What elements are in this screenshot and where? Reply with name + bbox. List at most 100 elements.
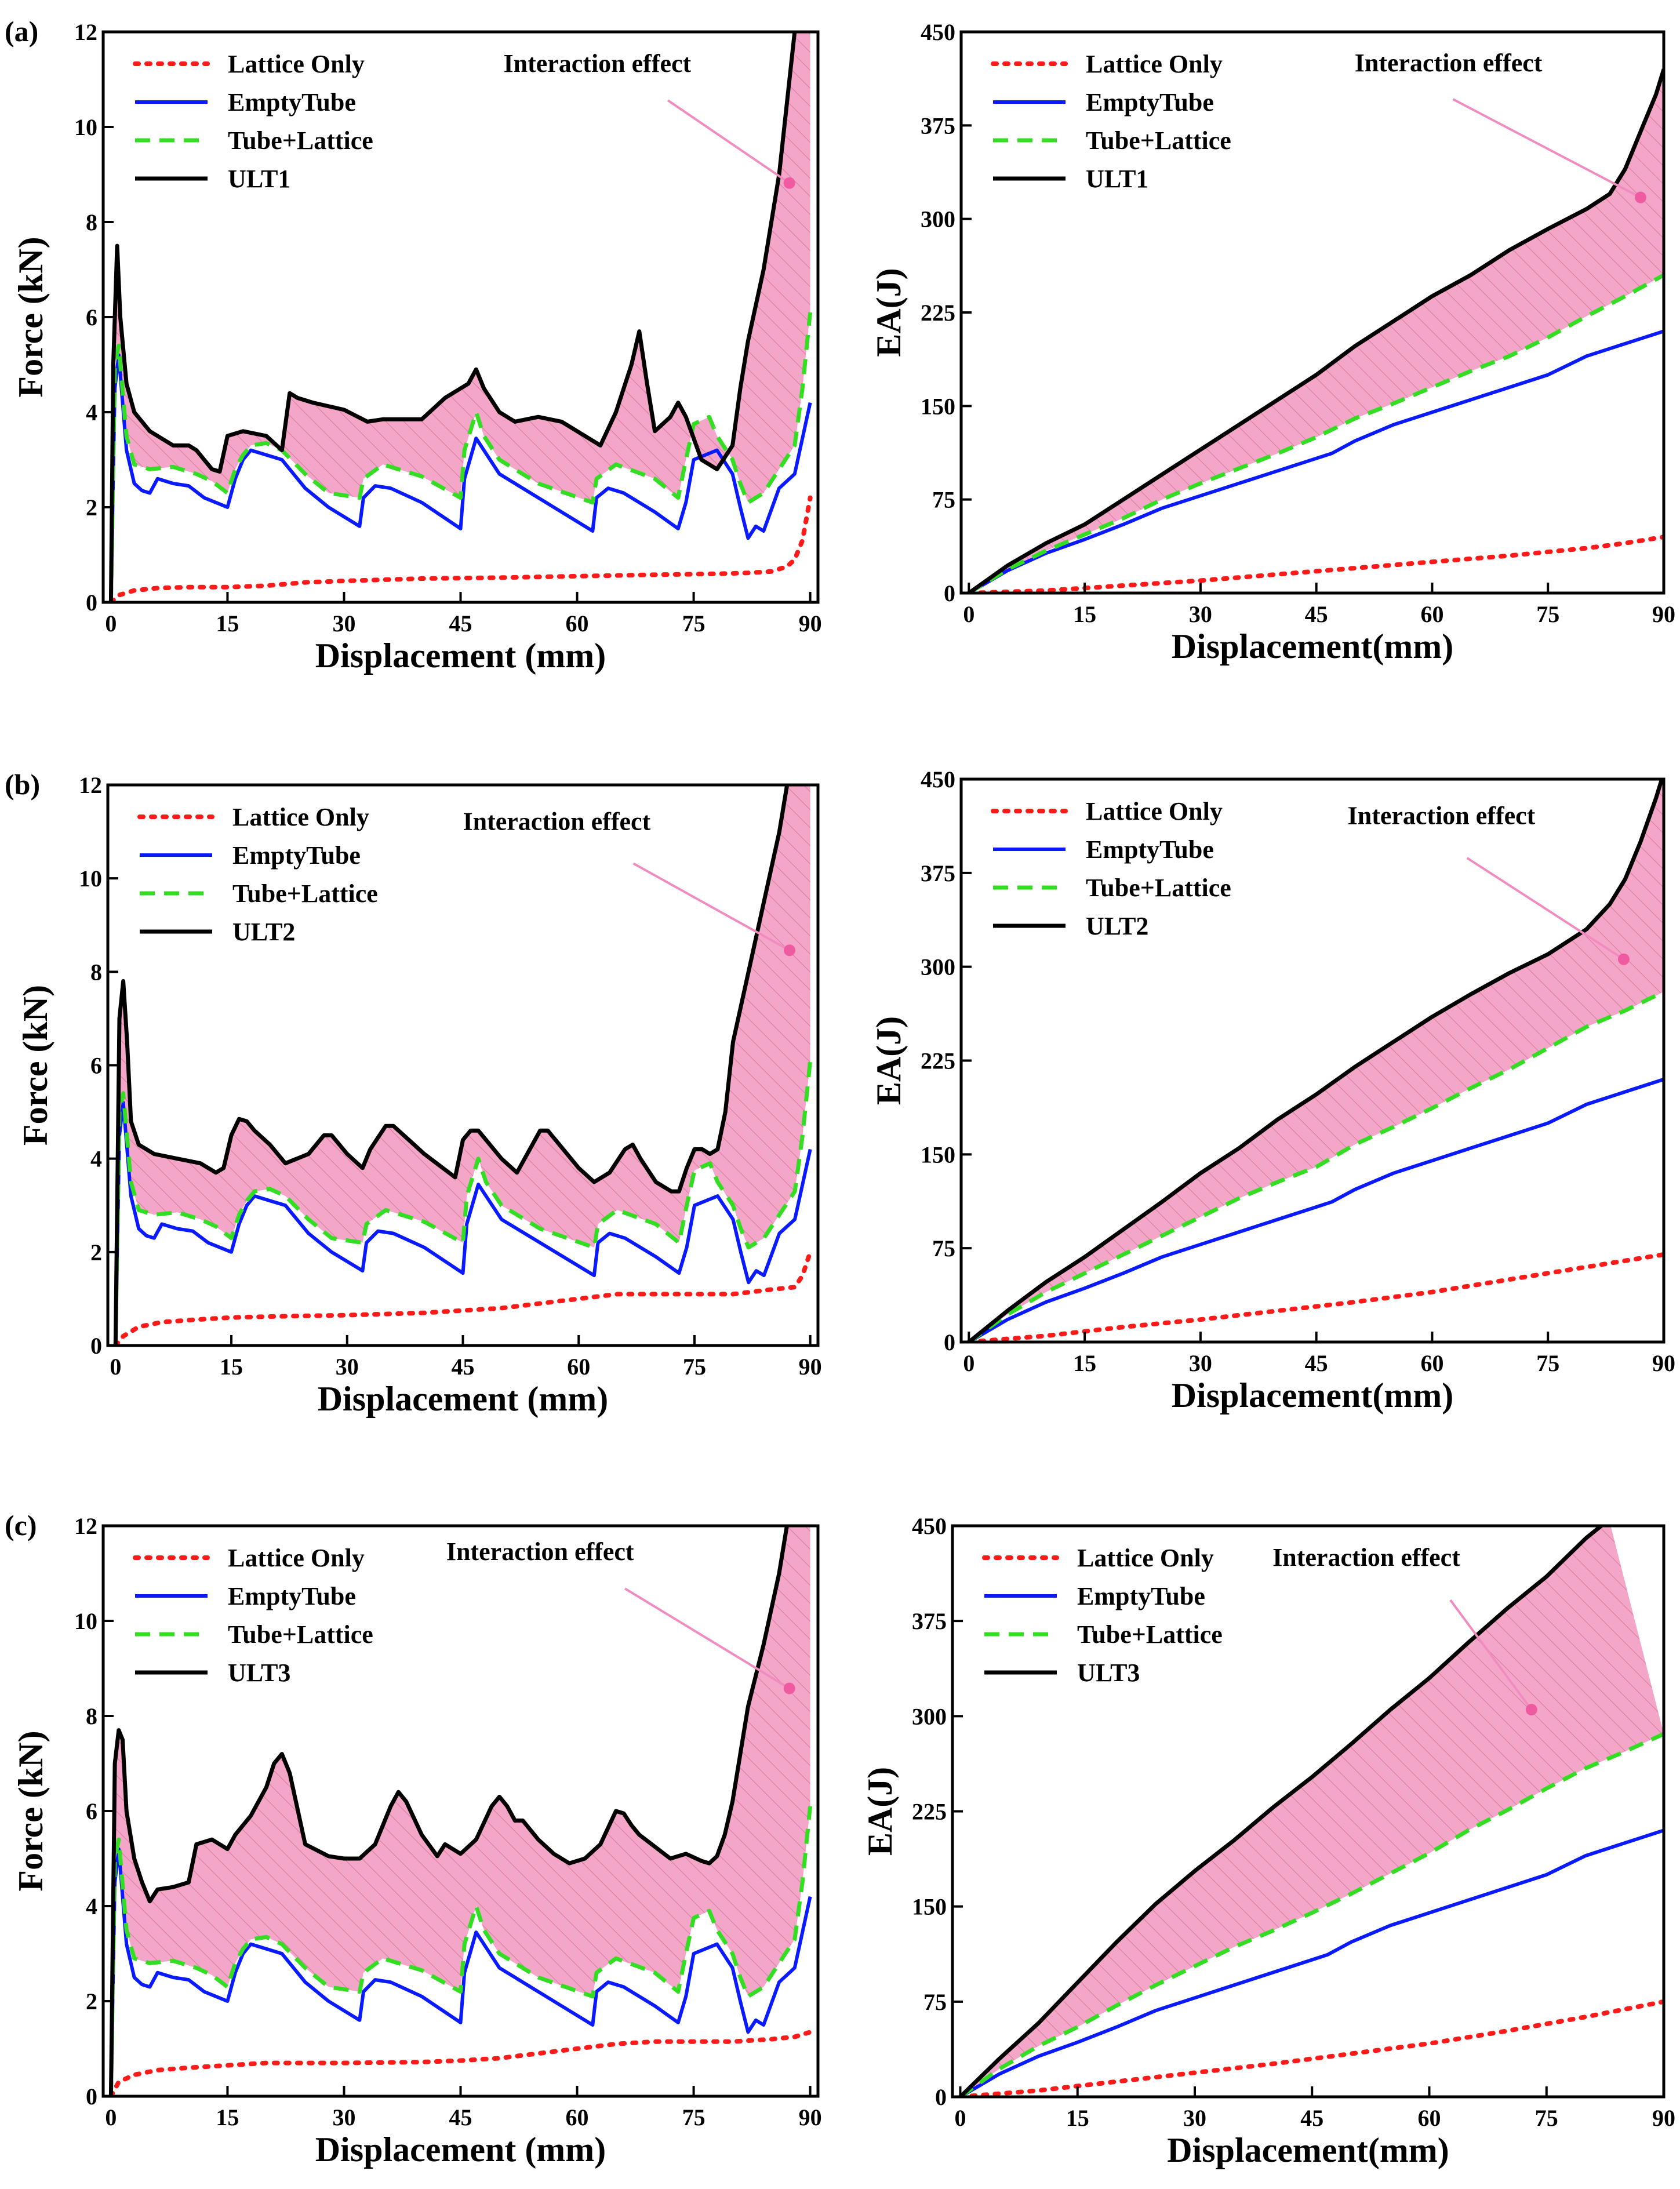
y-tick-label: 10 xyxy=(74,1608,97,1634)
y-axis-title: Force (kN) xyxy=(12,237,50,397)
legend: Lattice Only EmptyTube Tube+Lattice ULT2 xyxy=(991,797,1231,940)
y-tick-label: 10 xyxy=(74,114,97,140)
y-tick-label: 375 xyxy=(921,112,955,139)
legend-label-tube: EmptyTube xyxy=(1086,88,1214,117)
annotation-text: Interaction effect xyxy=(463,807,651,835)
y-tick-label: 12 xyxy=(79,772,102,798)
legend-label-tube: EmptyTube xyxy=(1077,1582,1205,1610)
y-tick-label: 75 xyxy=(932,487,955,513)
x-tick-label: 45 xyxy=(1300,2105,1323,2131)
annotation-text: Interaction effect xyxy=(1348,802,1536,830)
y-tick-label: 6 xyxy=(86,304,97,330)
interaction-effect-area xyxy=(111,32,810,602)
x-tick-label: 45 xyxy=(449,2104,472,2130)
x-tick-label: 60 xyxy=(566,2104,589,2130)
annotation-pointer xyxy=(1466,857,1625,961)
x-tick-label: 0 xyxy=(963,601,974,627)
y-tick-label: 375 xyxy=(921,860,955,886)
legend-label-ult: ULT3 xyxy=(228,1659,290,1687)
series-tube-line xyxy=(109,353,812,602)
legend-label-tube: EmptyTube xyxy=(232,841,361,870)
y-tick-label: 12 xyxy=(74,1513,97,1539)
y-tick-label: 0 xyxy=(944,580,955,606)
y-tick-label: 375 xyxy=(912,1608,947,1634)
series-ult-line xyxy=(968,68,1664,593)
x-tick-label: 75 xyxy=(1535,2105,1558,2131)
annotation-dot xyxy=(783,1682,795,1695)
y-tick-label: 8 xyxy=(90,959,102,985)
y-tick-label: 8 xyxy=(86,1703,97,1729)
y-tick-label: 0 xyxy=(86,2083,97,2110)
series-tubelattice-line xyxy=(959,1732,1664,2097)
annotation-dot xyxy=(784,944,795,957)
y-tick-label: 2 xyxy=(86,494,97,521)
x-tick-label: 45 xyxy=(1305,1350,1328,1376)
legend: Lattice Only EmptyTube Tube+Lattice ULT3 xyxy=(133,1544,373,1687)
annotation-dot xyxy=(1635,191,1647,203)
legend-label-ult: ULT2 xyxy=(232,918,295,946)
y-tick-label: 300 xyxy=(921,206,955,232)
series-tube-line xyxy=(968,329,1664,593)
y-tick-label: 6 xyxy=(90,1053,102,1079)
x-axis-title: Displacement(mm) xyxy=(1172,1376,1454,1415)
x-tick-label: 15 xyxy=(1066,2105,1089,2131)
y-axis-title: EA(J) xyxy=(861,1767,899,1856)
annotation-dot xyxy=(783,177,795,189)
series-tube-line xyxy=(959,1828,1664,2097)
x-tick-label: 60 xyxy=(1420,601,1443,627)
annotation-dot xyxy=(1617,953,1630,965)
series-tubelattice-line xyxy=(108,1806,813,2096)
x-tick-label: 75 xyxy=(683,1354,706,1380)
y-tick-label: 225 xyxy=(912,1799,947,1825)
series-ult-line xyxy=(108,1526,790,2096)
x-tick-label: 15 xyxy=(1073,1350,1096,1376)
series-ult-line xyxy=(113,785,790,1346)
y-tick-label: 4 xyxy=(90,1146,102,1172)
x-tick-label: 15 xyxy=(220,1354,243,1380)
annotation-pointer xyxy=(624,1587,790,1690)
y-tick-label: 150 xyxy=(921,393,955,419)
legend-label-tube: EmptyTube xyxy=(228,1582,356,1610)
chart-c-ea: 0 15 30 45 60 75 90 0 75 150 225 300 375 450 Displacem… xyxy=(861,1513,1675,2169)
interaction-effect-area xyxy=(115,785,810,1346)
x-tick-label: 75 xyxy=(682,610,706,637)
x-tick-label: 30 xyxy=(1189,1350,1212,1376)
x-tick-label: 75 xyxy=(1536,1350,1559,1376)
x-tick-label: 45 xyxy=(452,1354,475,1380)
series-tube-line xyxy=(968,1078,1664,1342)
x-tick-label: 75 xyxy=(1536,601,1559,627)
legend-label-tubelattice: Tube+Lattice xyxy=(1086,126,1231,155)
legend: Lattice Only EmptyTube Tube+Lattice ULT1 xyxy=(991,50,1231,193)
x-tick-label: 90 xyxy=(799,610,822,637)
x-axis-title: Displacement(mm) xyxy=(1167,2131,1449,2169)
annotation-pointer xyxy=(632,862,790,952)
y-tick-label: 8 xyxy=(86,209,97,235)
x-tick-label: 15 xyxy=(216,2104,239,2130)
legend-label-tube: EmptyTube xyxy=(1086,835,1214,864)
annotation-pointer xyxy=(667,99,790,184)
annotation-text: Interaction effect xyxy=(1355,49,1543,77)
y-tick-label: 225 xyxy=(921,300,955,326)
legend-label-ult: ULT2 xyxy=(1086,912,1148,940)
y-tick-label: 300 xyxy=(921,954,955,980)
series-lattice-line xyxy=(966,534,1664,593)
y-tick-label: 4 xyxy=(86,1893,97,1919)
chart-b-ea: 0 15 30 45 60 75 90 0 75 150 225 300 375 450 Displacem… xyxy=(870,766,1675,1415)
x-axis-title: Displacement (mm) xyxy=(315,637,606,675)
interaction-effect-area xyxy=(111,1526,810,2096)
series-tube-line xyxy=(109,1847,812,2096)
x-tick-label: 0 xyxy=(110,1354,121,1380)
x-tick-label: 15 xyxy=(1073,601,1096,627)
x-tick-label: 0 xyxy=(105,2104,117,2130)
x-tick-label: 0 xyxy=(105,610,117,637)
y-tick-label: 0 xyxy=(935,2084,947,2110)
panel-label: (c) xyxy=(5,1509,37,1541)
legend: Lattice Only EmptyTube Tube+Lattice ULT2 xyxy=(137,803,378,946)
plot-frame xyxy=(959,777,1666,1344)
x-tick-label: 30 xyxy=(336,1354,359,1380)
series-tubelattice-line xyxy=(108,312,813,602)
y-tick-label: 2 xyxy=(90,1239,102,1266)
interaction-effect-area xyxy=(969,69,1664,593)
y-axis-title: Force (kN) xyxy=(16,985,54,1146)
